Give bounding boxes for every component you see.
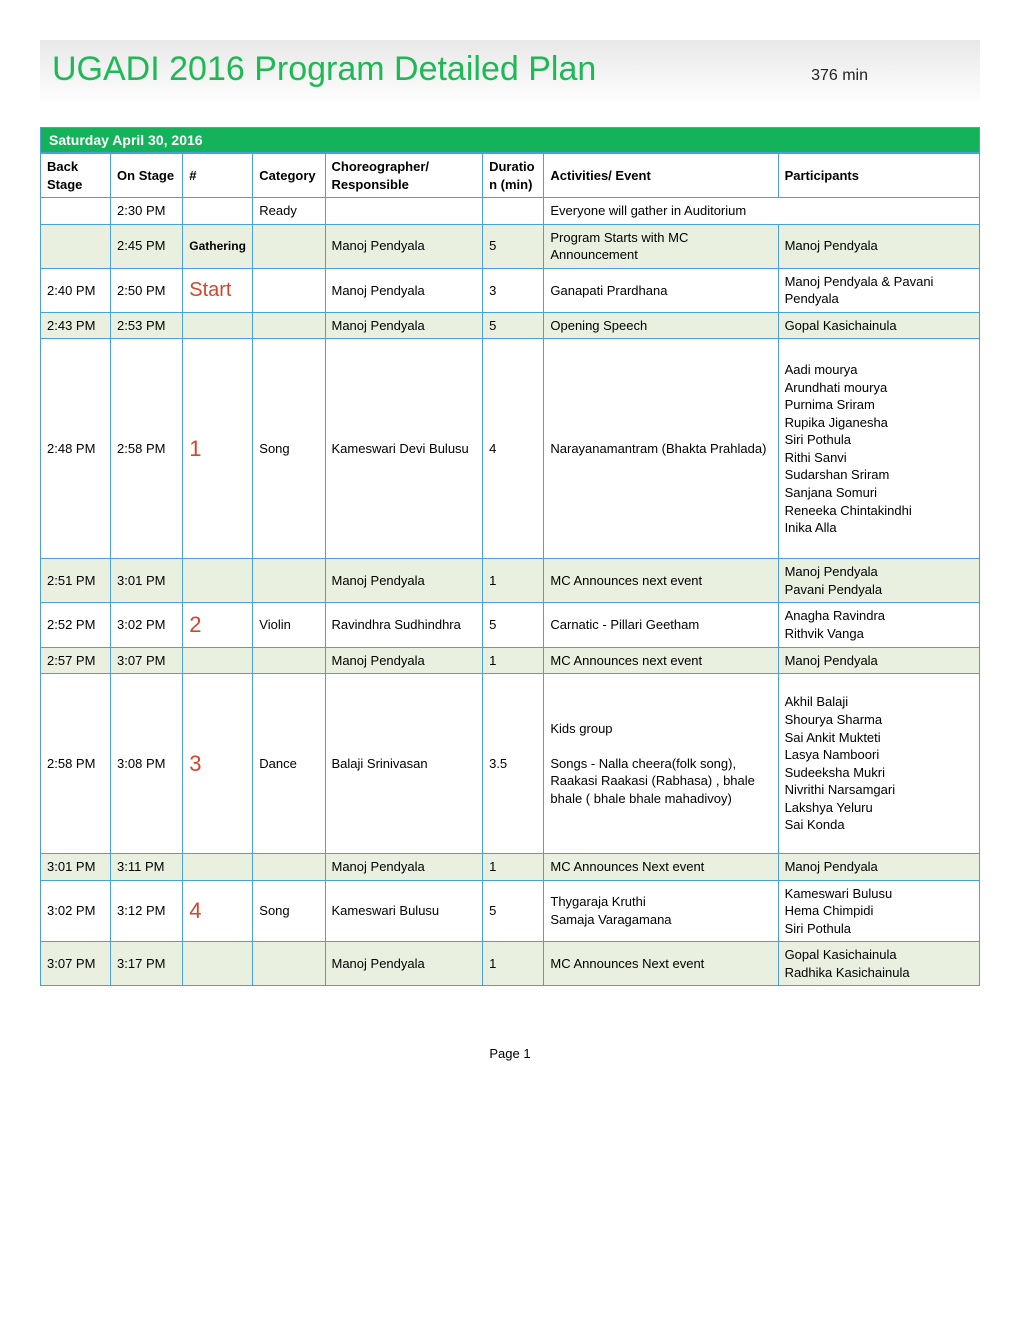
table-row: 3:07 PM 3:17 PM Manoj Pendyala 1 MC Anno…	[41, 942, 980, 986]
hash-3: 3	[189, 749, 246, 779]
col-duration: Duration (min)	[483, 154, 544, 198]
col-responsible: Choreographer/ Responsible	[325, 154, 483, 198]
table-row: 2:40 PM 2:50 PM Start Manoj Pendyala 3 G…	[41, 268, 980, 312]
table-row: 2:30 PM Ready Everyone will gather in Au…	[41, 198, 980, 225]
hash-start: Start	[189, 277, 246, 304]
table-row: 2:48 PM 2:58 PM 1 Song Kameswari Devi Bu…	[41, 339, 980, 559]
table-row: 2:43 PM 2:53 PM Manoj Pendyala 5 Opening…	[41, 312, 980, 339]
col-backstage: Back Stage	[41, 154, 111, 198]
page-footer: Page 1	[40, 986, 980, 1061]
hash-2: 2	[189, 610, 246, 640]
table-header-row: Back Stage On Stage # Category Choreogra…	[41, 154, 980, 198]
participants-list: Akhil Balaji Shourya Sharma Sai Ankit Mu…	[778, 674, 979, 854]
table-row: 2:51 PM 3:01 PM Manoj Pendyala 1 MC Anno…	[41, 559, 980, 603]
table-row: 2:58 PM 3:08 PM 3 Dance Balaji Srinivasa…	[41, 674, 980, 854]
page-title: UGADI 2016 Program Detailed Plan	[52, 50, 811, 89]
col-onstage: On Stage	[111, 154, 183, 198]
participants-list: Aadi mourya Arundhati mourya Purnima Sri…	[778, 339, 979, 559]
table-row: 2:45 PM Gathering Manoj Pendyala 5 Progr…	[41, 224, 980, 268]
hash-4: 4	[189, 896, 246, 926]
table-row: 3:01 PM 3:11 PM Manoj Pendyala 1 MC Anno…	[41, 854, 980, 881]
table-row: 2:52 PM 3:02 PM 2 Violin Ravindhra Sudhi…	[41, 603, 980, 647]
col-hash: #	[183, 154, 253, 198]
col-category: Category	[253, 154, 325, 198]
hash-1: 1	[189, 434, 246, 464]
header-bar: UGADI 2016 Program Detailed Plan 376 min	[40, 40, 980, 103]
date-row: Saturday April 30, 2016	[40, 127, 980, 153]
col-participants: Participants	[778, 154, 979, 198]
program-table: Back Stage On Stage # Category Choreogra…	[40, 153, 980, 986]
table-row: 3:02 PM 3:12 PM 4 Song Kameswari Bulusu …	[41, 880, 980, 942]
total-minutes: 376 min	[811, 67, 968, 85]
table-row: 2:57 PM 3:07 PM Manoj Pendyala 1 MC Anno…	[41, 647, 980, 674]
col-activity: Activities/ Event	[544, 154, 778, 198]
